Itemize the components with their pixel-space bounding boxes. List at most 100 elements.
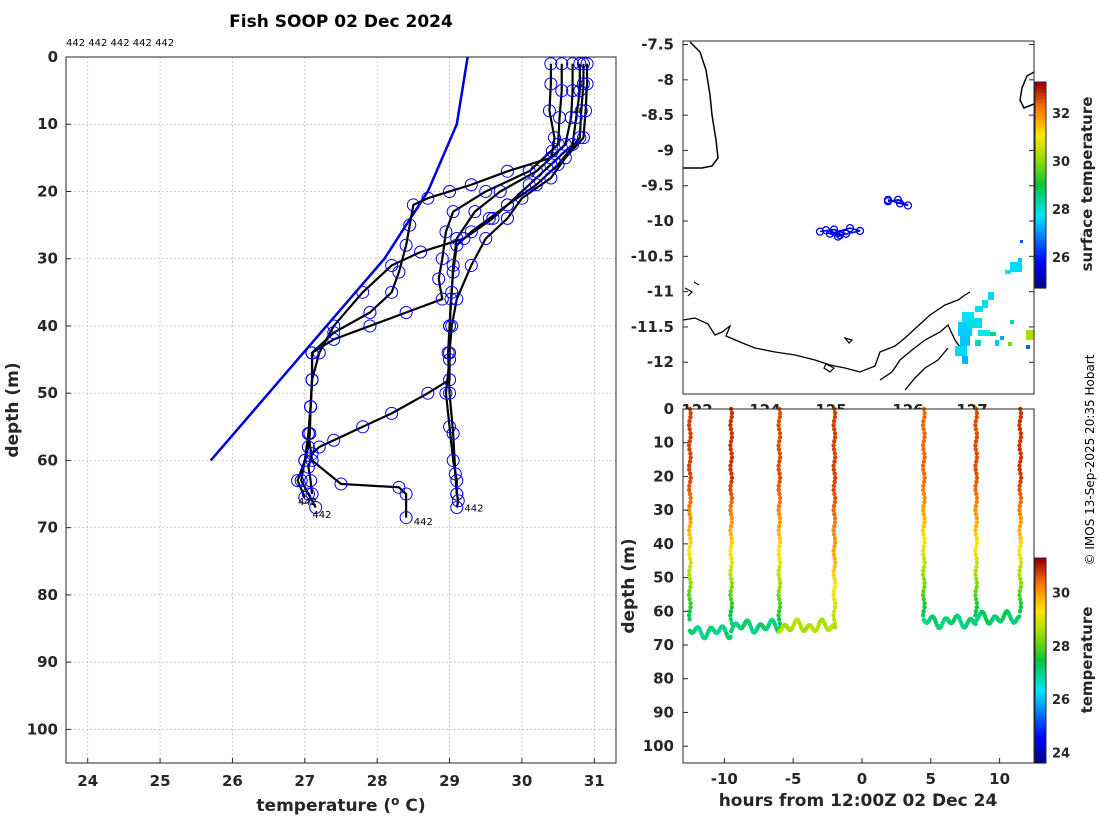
depth-time-point xyxy=(922,516,927,521)
depth-time-colorbar-slice xyxy=(1035,643,1046,648)
depth-time-point xyxy=(974,499,979,505)
depth-time-point xyxy=(920,443,926,448)
profile-y-tick-50: 50 xyxy=(37,384,58,402)
depth-time-colorbar-slice xyxy=(1035,749,1046,754)
depth-time-point xyxy=(921,596,926,602)
map-colorbar-slice xyxy=(1035,140,1046,145)
profile-marker xyxy=(443,373,457,387)
map-colorbar-slice xyxy=(1035,257,1046,262)
map-colorbar-slice xyxy=(1035,119,1046,124)
depth-time-point xyxy=(974,576,979,582)
depth-time-point xyxy=(777,495,783,501)
depth-time-point xyxy=(973,418,979,424)
depth-time-point xyxy=(776,511,782,517)
depth-time-point xyxy=(921,576,927,582)
profile-marker xyxy=(309,500,323,514)
depth-time-point xyxy=(687,588,692,594)
depth-time-point xyxy=(973,592,978,598)
profile-marker xyxy=(392,265,406,279)
map-colorbar-tick-30: 30 xyxy=(1052,155,1070,170)
depth-time-point xyxy=(1017,483,1022,489)
depth-time-point xyxy=(728,548,733,553)
profile-marker xyxy=(544,151,558,165)
profile-marker xyxy=(327,326,341,340)
depth-time-colorbar-slice xyxy=(1035,725,1046,730)
profile-marker xyxy=(334,477,348,491)
depth-time-point xyxy=(922,605,927,610)
depth-time-point xyxy=(831,548,836,553)
depth-time-point xyxy=(728,613,733,618)
profile-marker xyxy=(291,474,305,488)
profile-marker xyxy=(566,57,580,71)
depth-time-point xyxy=(728,487,733,493)
sst-pixel xyxy=(1005,270,1011,274)
depth-time-point xyxy=(777,536,783,541)
depth-time-point xyxy=(831,532,837,537)
sst-pixel xyxy=(1026,330,1034,340)
profile-marker xyxy=(327,332,341,346)
map-sst-pixels xyxy=(955,240,1034,364)
sst-pixel xyxy=(978,330,990,336)
sst-pixel xyxy=(1026,345,1030,349)
depth-time-point xyxy=(974,516,980,521)
depth-time-colorbar-slice xyxy=(1035,650,1046,655)
map-colorbar-slice xyxy=(1035,274,1046,279)
depth-time-point xyxy=(1018,605,1024,610)
depth-time-point xyxy=(688,475,693,480)
depth-time-point xyxy=(729,495,735,501)
depth-time-point xyxy=(1018,556,1023,561)
depth-time-point xyxy=(831,528,836,533)
depth-time-point xyxy=(974,540,980,545)
depth-time-point xyxy=(729,410,735,416)
profile-marker xyxy=(443,184,457,198)
depth-time-point xyxy=(728,568,733,574)
profile-marker xyxy=(385,258,399,272)
depth-time-point xyxy=(728,422,733,428)
profile-x-tick-31: 31 xyxy=(584,772,605,790)
depth-time-colorbar-slice xyxy=(1035,722,1046,727)
depth-time-point xyxy=(688,499,693,505)
sst-pixel xyxy=(1010,320,1014,324)
depth-time-point xyxy=(1018,471,1023,476)
profile-marker xyxy=(445,285,459,299)
depth-time-point xyxy=(832,564,837,569)
profile-marker xyxy=(544,77,558,91)
map-frame xyxy=(682,40,1035,395)
sst-pixel xyxy=(1010,262,1022,272)
depth-time-point xyxy=(729,516,735,521)
profile-marker xyxy=(576,131,590,145)
depth-time-colorbar-slice xyxy=(1035,698,1046,703)
track-point xyxy=(815,227,825,236)
depth-time-point xyxy=(1018,414,1023,420)
depth-time-point xyxy=(974,459,979,464)
depth-time-point xyxy=(686,572,692,578)
depth-time-point xyxy=(974,580,980,586)
depth-time-point xyxy=(974,584,979,590)
profile-marker xyxy=(435,252,449,266)
depth-time-point xyxy=(777,459,782,464)
map-colorbar-slice xyxy=(1035,181,1046,186)
depth-time-point xyxy=(921,511,926,517)
depth-time-colorbar-slice xyxy=(1035,653,1046,658)
depth-time-point xyxy=(922,451,927,456)
profile-line-5 xyxy=(307,63,581,518)
profile-marker xyxy=(445,319,459,333)
depth-time-point xyxy=(831,443,836,448)
depth-time-point xyxy=(777,596,782,602)
profile-marker xyxy=(576,57,590,71)
depth-time-y-ticks: 0 10 20 30 40 50 60 70 80 90 100 xyxy=(643,400,688,755)
depth-time-point xyxy=(974,435,980,440)
depth-time-point xyxy=(1017,422,1022,428)
depth-time-colorbar-slice xyxy=(1035,616,1046,621)
profile-marker xyxy=(443,420,457,434)
depth-time-point xyxy=(1018,536,1023,541)
depth-time-point xyxy=(1018,580,1024,586)
depth-time-point xyxy=(688,495,693,501)
depth-time-point xyxy=(687,503,692,509)
depth-time-point xyxy=(922,556,927,561)
depth-time-point xyxy=(686,507,692,513)
profile-marker xyxy=(482,211,496,225)
depth-time-colorbar-slice xyxy=(1035,575,1046,580)
depth-time-colorbar-tick-26: 26 xyxy=(1052,693,1070,708)
depth-time-y-tick-80: 80 xyxy=(653,670,674,688)
